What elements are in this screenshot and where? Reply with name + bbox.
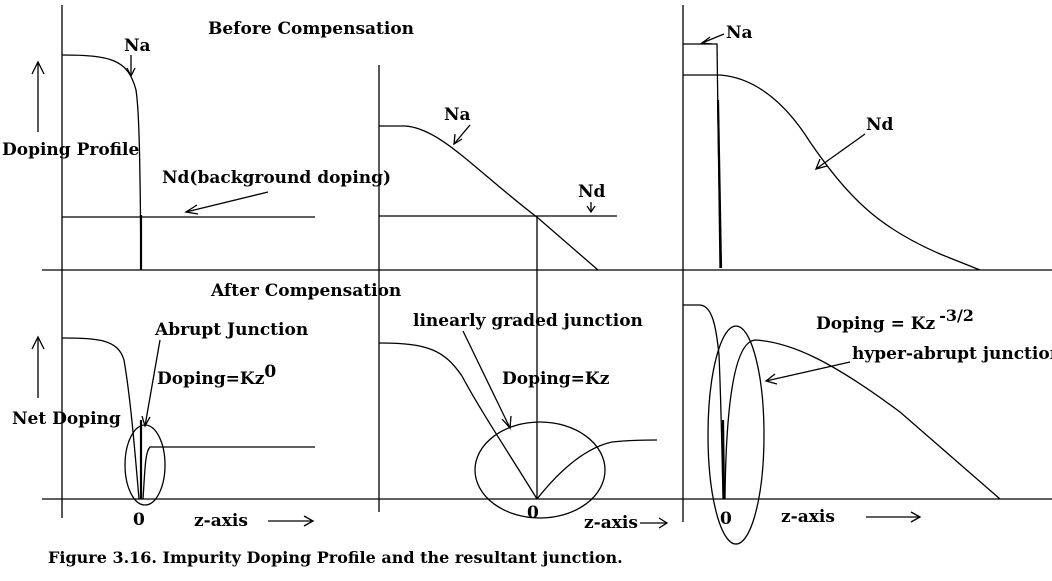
up-arrowhead-icon [31,335,45,350]
doping-formula-base: Doping = Kz [816,314,936,334]
arrowhead-icon [700,36,713,45]
net-doping-right-curve [536,439,658,500]
panel3-before: Na Nd [683,23,981,271]
panel3-after: Doping = Kz -3/2 hyper-abrupt junction 0 … [683,304,1052,545]
arrowhead-icon [501,415,512,430]
after-compensation-title: After Compensation [210,281,401,301]
figure-caption: Figure 3.16. Impurity Doping Profile and… [48,548,623,567]
doping-formula-label: Doping=Kz0 [157,362,276,389]
nd-label: Nd [578,182,606,202]
net-doping-label: Net Doping [12,409,121,429]
doping-profile-label: Doping Profile [2,140,139,160]
arrowhead-icon [658,517,669,529]
nd-pointer [185,191,269,213]
junction-pointer [462,330,511,429]
net-doping-left-curve [61,337,140,500]
na-curve [61,54,142,269]
arrowhead-icon [303,515,315,527]
junction-pointer [765,361,851,382]
doping-formula-label: Doping = Kz -3/2 [816,306,974,334]
net-doping-right-curve [724,339,1001,500]
z-axis-label: z-axis [781,507,835,527]
doping-formula-exponent: -3/2 [939,306,974,325]
doping-formula-label: Doping=Kz [502,369,610,389]
zero-label: 0 [527,503,539,523]
arrowhead-icon [910,511,922,523]
doping-formula-exponent: 0 [264,362,276,382]
junction-drop-line [716,99,723,269]
abrupt-junction-pointer [144,339,161,427]
linearly-graded-junction-label: linearly graded junction [413,311,643,331]
doping-profile-label-group: Doping Profile [2,60,139,160]
arrowhead-icon [184,204,199,215]
na-pointer [701,33,725,44]
up-arrowhead-icon [31,60,45,75]
na-label: Na [726,23,753,43]
zero-label: 0 [720,509,732,529]
arrowhead-icon [141,415,151,428]
net-doping-left-curve [683,304,724,500]
arrowhead-icon [453,133,463,146]
doping-formula-base: Doping=Kz [157,369,265,389]
net-doping-label-group: Net Doping [12,335,121,429]
panel1-after: Abrupt Junction Doping=Kz0 0 z-axis [61,320,315,531]
na-label: Na [124,36,151,56]
nd-pointer [815,133,866,170]
panel1-before: Na Nd(background doping) [61,36,391,270]
arrowhead-icon [126,67,136,78]
abrupt-junction-label: Abrupt Junction [154,320,308,340]
arrowhead-icon [764,373,778,385]
z-axis-label: z-axis [194,511,248,531]
axes [42,5,1052,522]
panel2-after: linearly graded junction Doping=Kz 0 z-a… [378,311,669,533]
na-label: Na [444,105,471,125]
na-box-profile [683,43,721,269]
before-compensation-title: Before Compensation [208,19,414,39]
junction-ellipse [707,325,765,545]
net-doping-left-curve [378,342,538,500]
na-pointer [453,124,471,145]
nd-background-label: Nd(background doping) [162,168,391,188]
junction-line [721,419,726,500]
hyper-abrupt-junction-label: hyper-abrupt junction [852,344,1052,364]
junction-ellipse [474,421,606,519]
nd-curve [683,74,981,271]
nd-label: Nd [866,115,894,135]
arrowhead-icon [586,205,596,214]
net-doping-right-curve [142,446,315,500]
na-curve [379,125,599,271]
z-axis-label: z-axis [584,513,638,533]
zero-label: 0 [133,510,145,530]
panel2-before: Na Nd [379,105,617,499]
arrowhead-icon [814,158,828,170]
